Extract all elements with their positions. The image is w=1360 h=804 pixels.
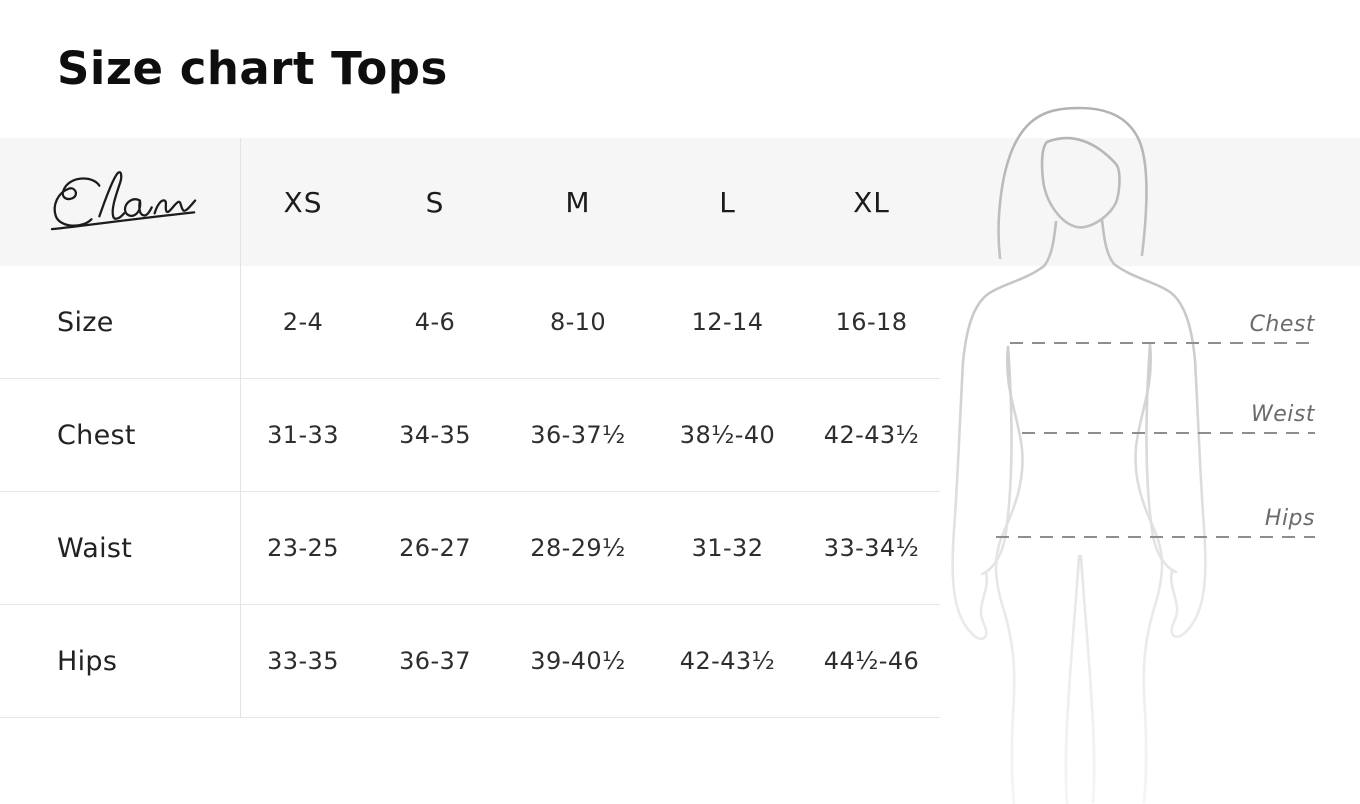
- cell-waist-xs: 23-25: [267, 534, 339, 562]
- elan-logo-signature: [50, 171, 197, 231]
- cell-size-l: 12-14: [691, 308, 764, 336]
- table-row-chest: Chest 31-33 34-35 36-37½ 38½-40 42-43½: [0, 379, 940, 492]
- waist-measure-label: Weist: [1251, 402, 1315, 427]
- col-head-s: S: [425, 185, 445, 219]
- row-label: Chest: [57, 419, 136, 451]
- cell-waist-l: 31-32: [691, 534, 764, 562]
- hips-measure-label: Hips: [1264, 506, 1315, 531]
- cell-size-m: 8-10: [549, 308, 607, 336]
- cell-hips-m: 39-40½: [530, 647, 626, 675]
- size-chart-table: XS S M L XL Size 2-4 4-6 8-10 12-14 16-1…: [0, 138, 940, 718]
- table-row-hips: Hips 33-35 36-37 39-40½ 42-43½ 44½-46: [0, 605, 940, 718]
- cell-chest-m: 36-37½: [530, 421, 626, 449]
- col-head-m: M: [565, 185, 591, 219]
- brand-logo-cell: [0, 160, 240, 244]
- page-title: Size chart Tops: [57, 42, 448, 95]
- cell-size-s: 4-6: [414, 308, 456, 336]
- cell-hips-s: 36-37: [399, 647, 471, 675]
- hips-measure-dashed-line: [996, 536, 1315, 538]
- cell-chest-s: 34-35: [399, 421, 471, 449]
- row-label: Hips: [57, 645, 118, 677]
- cell-size-xs: 2-4: [282, 308, 324, 336]
- chest-measure-label: Chest: [1249, 312, 1315, 337]
- col-head-l: L: [719, 185, 736, 219]
- measurement-figure: Chest Weist Hips: [930, 104, 1360, 804]
- female-silhouette-illustration: [951, 106, 1207, 804]
- table-vertical-divider: [240, 138, 241, 718]
- cell-waist-m: 28-29½: [530, 534, 626, 562]
- cell-hips-l: 42-43½: [679, 647, 776, 675]
- waist-measure-dashed-line: [1022, 432, 1315, 434]
- table-row-waist: Waist 23-25 26-27 28-29½ 31-32 33-34½: [0, 492, 940, 605]
- row-label: Waist: [57, 532, 133, 564]
- cell-chest-xl: 42-43½: [823, 421, 920, 449]
- cell-chest-xs: 31-33: [267, 421, 339, 449]
- chest-measure-dashed-line: [1010, 342, 1315, 344]
- cell-hips-xs: 33-35: [267, 647, 339, 675]
- cell-size-xl: 16-18: [835, 308, 908, 336]
- table-header-band: [0, 138, 1360, 266]
- cell-chest-l: 38½-40: [679, 421, 776, 449]
- row-label: Size: [57, 306, 114, 338]
- cell-hips-xl: 44½-46: [823, 647, 920, 675]
- col-head-xs: XS: [283, 185, 323, 219]
- table-header-row: XS S M L XL: [0, 138, 940, 266]
- cell-waist-xl: 33-34½: [823, 534, 920, 562]
- table-row-size: Size 2-4 4-6 8-10 12-14 16-18: [0, 266, 940, 379]
- cell-waist-s: 26-27: [399, 534, 471, 562]
- col-head-xl: XL: [853, 185, 890, 219]
